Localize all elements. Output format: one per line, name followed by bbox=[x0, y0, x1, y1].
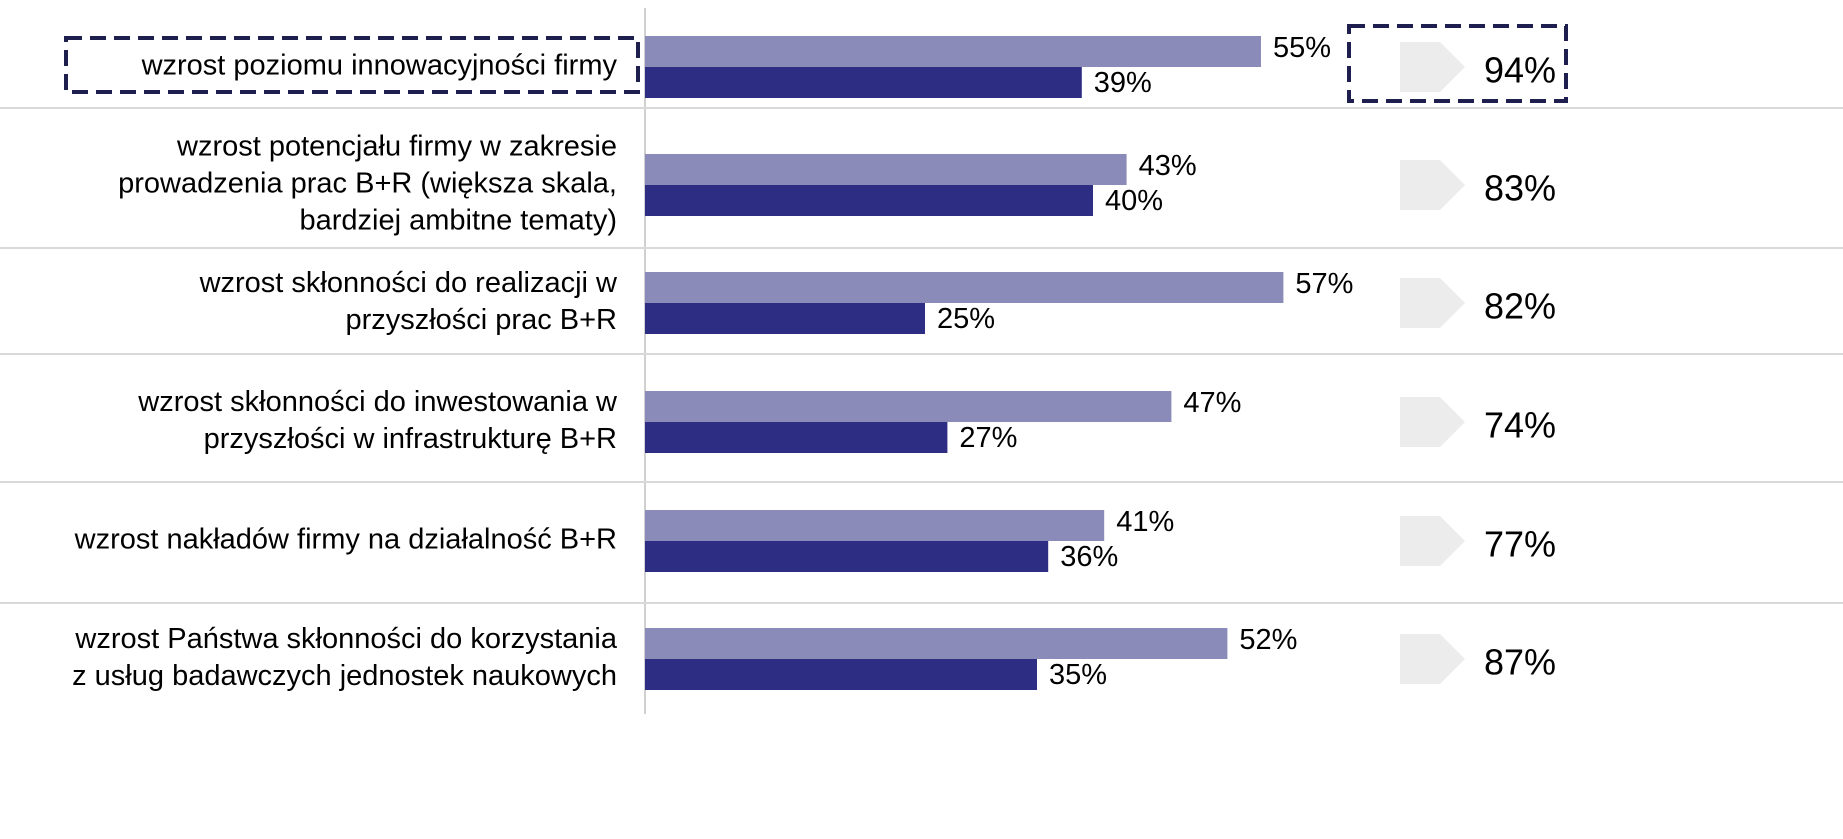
total-label: 87% bbox=[1484, 642, 1556, 683]
value-label: 40% bbox=[1105, 185, 1163, 217]
highlight-box bbox=[1347, 24, 1568, 103]
chevron bbox=[1400, 397, 1465, 447]
bar bbox=[645, 303, 925, 334]
value-label: 27% bbox=[959, 422, 1017, 454]
category-label: przyszłości prac B+R bbox=[345, 304, 617, 336]
category-label: prowadzenia prac B+R (większa skala, bbox=[118, 168, 617, 200]
bar bbox=[645, 272, 1284, 303]
category-label: z usług badawczych jednostek naukowych bbox=[72, 660, 617, 692]
total-label: 77% bbox=[1484, 524, 1556, 565]
total-label: 94% bbox=[1484, 50, 1556, 91]
value-label: 36% bbox=[1060, 541, 1118, 573]
bar bbox=[645, 185, 1093, 216]
bar bbox=[645, 422, 948, 453]
category-label: przyszłości w infrastrukturę B+R bbox=[204, 423, 617, 455]
value-label: 47% bbox=[1183, 387, 1241, 419]
category-label: bardziej ambitne tematy) bbox=[299, 205, 617, 237]
chevron bbox=[1400, 516, 1465, 566]
value-label: 57% bbox=[1295, 268, 1353, 300]
total-label: 83% bbox=[1484, 168, 1556, 209]
category-label: wzrost nakładów firmy na działalność B+R bbox=[74, 524, 617, 556]
value-label: 41% bbox=[1116, 506, 1174, 538]
bar bbox=[645, 510, 1105, 541]
bar bbox=[645, 391, 1172, 422]
bar bbox=[645, 67, 1082, 98]
category-label: wzrost skłonności do realizacji w bbox=[199, 267, 618, 299]
bar bbox=[645, 659, 1037, 690]
chevron bbox=[1400, 42, 1465, 92]
bar bbox=[645, 628, 1228, 659]
value-label: 39% bbox=[1094, 67, 1152, 99]
chevron bbox=[1400, 160, 1465, 210]
total-label: 74% bbox=[1484, 405, 1556, 446]
category-label: wzrost skłonności do inwestowania w bbox=[137, 386, 618, 418]
category-label: wzrost potencjału firmy w zakresie bbox=[176, 131, 617, 163]
bar bbox=[645, 154, 1127, 185]
highlight-box bbox=[64, 36, 640, 94]
value-label: 52% bbox=[1239, 624, 1297, 656]
total-label: 82% bbox=[1484, 286, 1556, 327]
value-label: 43% bbox=[1139, 150, 1197, 182]
category-label: wzrost Państwa skłonności do korzystania bbox=[74, 623, 617, 655]
chevron bbox=[1400, 278, 1465, 328]
bar bbox=[645, 36, 1261, 67]
bar bbox=[645, 541, 1049, 572]
chevron bbox=[1400, 634, 1465, 684]
value-label: 55% bbox=[1273, 32, 1331, 64]
value-label: 35% bbox=[1049, 659, 1107, 691]
category-label: wzrost poziomu innowacyjności firmy bbox=[141, 50, 618, 82]
value-label: 25% bbox=[937, 303, 995, 335]
